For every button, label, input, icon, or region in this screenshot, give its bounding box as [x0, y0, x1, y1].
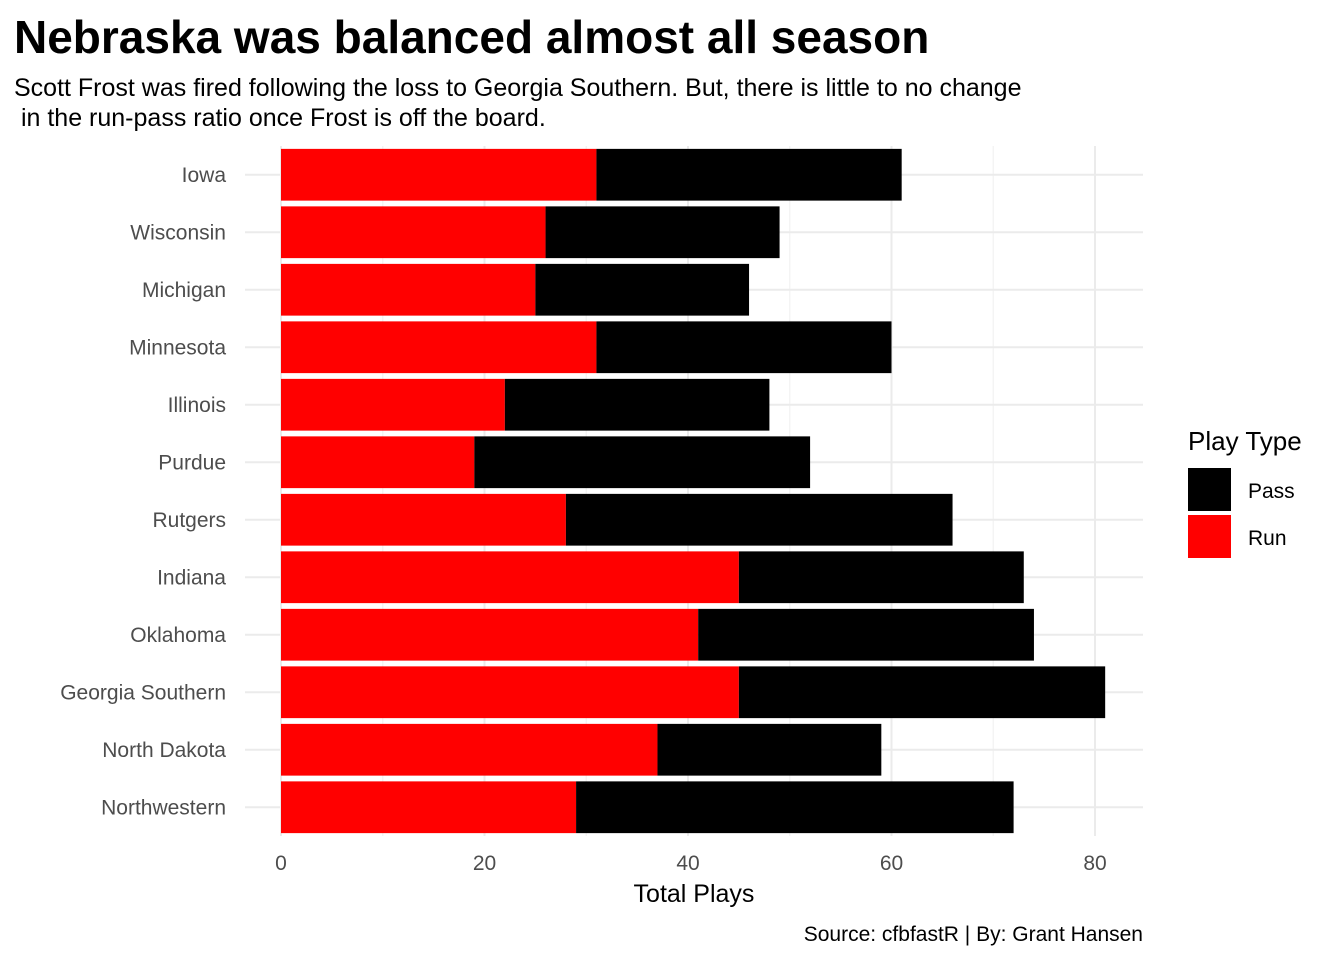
chart-subtitle: Scott Frost was fired following the loss… [14, 73, 1164, 133]
chart-title: Nebraska was balanced almost all season [14, 11, 930, 63]
bar-run [281, 551, 739, 604]
x-tick-labels: 0 20 40 60 80 [275, 852, 1107, 875]
bar-run [281, 263, 536, 316]
bar-pass [657, 723, 882, 776]
bar-run [281, 321, 597, 374]
y-tick-labels: Iowa Wisconsin Michigan Minnesota Illinois Pu… [60, 164, 226, 820]
bars [281, 148, 1106, 834]
bar-pass [596, 148, 902, 201]
legend: Play Type Pass Run [1188, 426, 1302, 558]
y-tick-label: Rutgers [152, 509, 226, 532]
x-tick-label: 0 [275, 852, 287, 875]
bar-pass [738, 551, 1024, 604]
bar-run [281, 723, 658, 776]
x-tick-label: 80 [1083, 852, 1106, 875]
bar-run [281, 148, 597, 201]
bar-run [281, 378, 505, 431]
legend-label-run: Run [1248, 527, 1287, 550]
bar-pass [596, 321, 892, 374]
bar-pass [565, 493, 953, 546]
y-tick-label: Georgia Southern [60, 681, 226, 704]
y-tick-label: Northwestern [101, 796, 226, 819]
bar-pass [698, 608, 1034, 661]
y-tick-label: Indiana [157, 566, 226, 589]
subtitle-line-1: Scott Frost was fired following the loss… [14, 74, 1022, 102]
bar-pass [535, 263, 750, 316]
bar-pass [504, 378, 770, 431]
legend-key-pass [1188, 468, 1231, 511]
bar-run [281, 608, 699, 661]
bar-pass [545, 206, 780, 259]
y-tick-label: Purdue [158, 451, 226, 474]
legend-title: Play Type [1188, 426, 1302, 456]
legend-label-pass: Pass [1248, 480, 1295, 503]
x-tick-label: 20 [473, 852, 496, 875]
bar-run [281, 781, 577, 834]
y-tick-label: Michigan [142, 279, 226, 302]
bar-pass [738, 666, 1106, 719]
bar-pass [576, 781, 1014, 834]
y-tick-label: Iowa [182, 164, 227, 187]
subtitle-line-2: in the run-pass ratio once Frost is off … [14, 104, 546, 132]
x-axis-title: Total Plays [634, 880, 755, 908]
y-tick-label: Oklahoma [130, 624, 226, 647]
x-tick-label: 40 [676, 852, 699, 875]
y-tick-label: Illinois [168, 394, 226, 417]
y-tick-label: Wisconsin [130, 221, 226, 244]
bar-pass [474, 436, 811, 489]
y-tick-label: Minnesota [129, 336, 226, 359]
legend-key-run [1188, 515, 1231, 558]
bar-run [281, 206, 546, 259]
x-tick-label: 60 [880, 852, 903, 875]
bar-run [281, 666, 739, 719]
chart-caption: Source: cfbfastR | By: Grant Hansen [804, 923, 1143, 946]
bar-run [281, 436, 475, 489]
bar-run [281, 493, 566, 546]
y-tick-label: North Dakota [102, 739, 226, 762]
